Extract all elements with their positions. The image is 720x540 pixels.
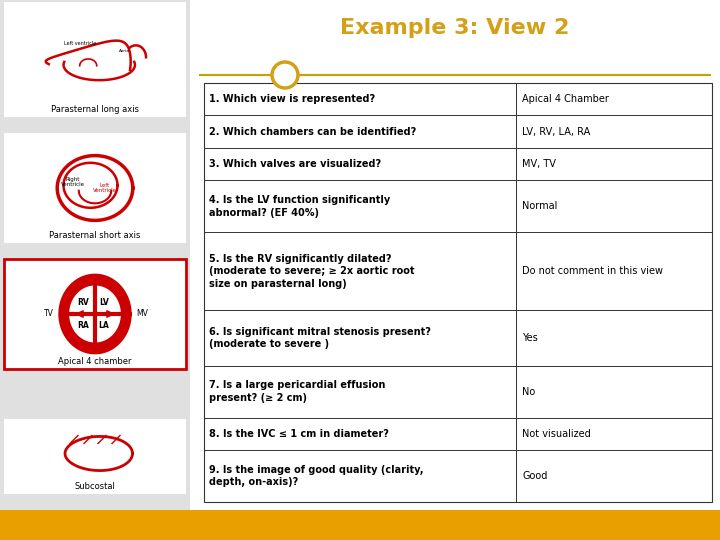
Circle shape (272, 62, 298, 88)
Bar (204, 83, 712, 502)
Text: RV: RV (77, 298, 89, 307)
Text: 5. Is the RV significantly dilated?
(moderate to severe; ≥ 2x aortic root
size o: 5. Is the RV significantly dilated? (mod… (209, 254, 415, 289)
Text: Normal: Normal (523, 201, 558, 212)
Text: TV: TV (44, 309, 54, 319)
Text: RA: RA (77, 321, 89, 330)
Text: Subcostal: Subcostal (75, 482, 115, 491)
Text: Apical 4 chamber: Apical 4 chamber (58, 357, 132, 366)
Text: LV, RV, LA, RA: LV, RV, LA, RA (523, 127, 590, 137)
Polygon shape (70, 286, 120, 342)
Bar (0, 0, 190, 510)
Text: Left ventricle: Left ventricle (64, 41, 96, 46)
Text: No: No (523, 387, 536, 396)
Bar (4, 133, 186, 243)
Text: 4. Is the LV function significantly
abnormal? (EF 40%): 4. Is the LV function significantly abno… (209, 195, 390, 218)
Bar (4, 259, 186, 369)
Polygon shape (60, 275, 130, 353)
Text: 7. Is a large pericardial effusion
present? (≥ 2 cm): 7. Is a large pericardial effusion prese… (209, 380, 385, 403)
Text: 1. Which view is represented?: 1. Which view is represented? (209, 94, 375, 104)
Text: Apical 4 Chamber: Apical 4 Chamber (523, 94, 609, 104)
Text: Not visualized: Not visualized (523, 429, 591, 439)
Bar (4, 419, 186, 494)
Bar (0, 510, 720, 540)
Text: Parasternal long axis: Parasternal long axis (51, 105, 139, 114)
Text: Example 3: View 2: Example 3: View 2 (341, 18, 570, 38)
Text: 2. Which chambers can be identified?: 2. Which chambers can be identified? (209, 127, 416, 137)
Text: 6. Is significant mitral stenosis present?
(moderate to severe ): 6. Is significant mitral stenosis presen… (209, 327, 431, 349)
Text: Parasternal short axis: Parasternal short axis (49, 231, 140, 240)
Text: Do not comment in this view: Do not comment in this view (523, 266, 663, 276)
Text: 9. Is the image of good quality (clarity,
depth, on-axis)?: 9. Is the image of good quality (clarity… (209, 465, 423, 487)
Bar (4, 2, 186, 117)
Text: MV: MV (136, 309, 148, 319)
Text: MV, TV: MV, TV (523, 159, 557, 169)
Text: Aorta: Aorta (120, 50, 130, 53)
Text: Yes: Yes (523, 333, 538, 343)
Text: 8. Is the IVC ≤ 1 cm in diameter?: 8. Is the IVC ≤ 1 cm in diameter? (209, 429, 389, 439)
Text: Right
Ventricle: Right Ventricle (61, 177, 85, 187)
Text: Left
Ventricle: Left Ventricle (93, 183, 117, 193)
Text: LV: LV (99, 298, 109, 307)
Text: 3. Which valves are visualized?: 3. Which valves are visualized? (209, 159, 381, 169)
Text: Good: Good (523, 471, 548, 481)
Text: LA: LA (99, 321, 109, 330)
